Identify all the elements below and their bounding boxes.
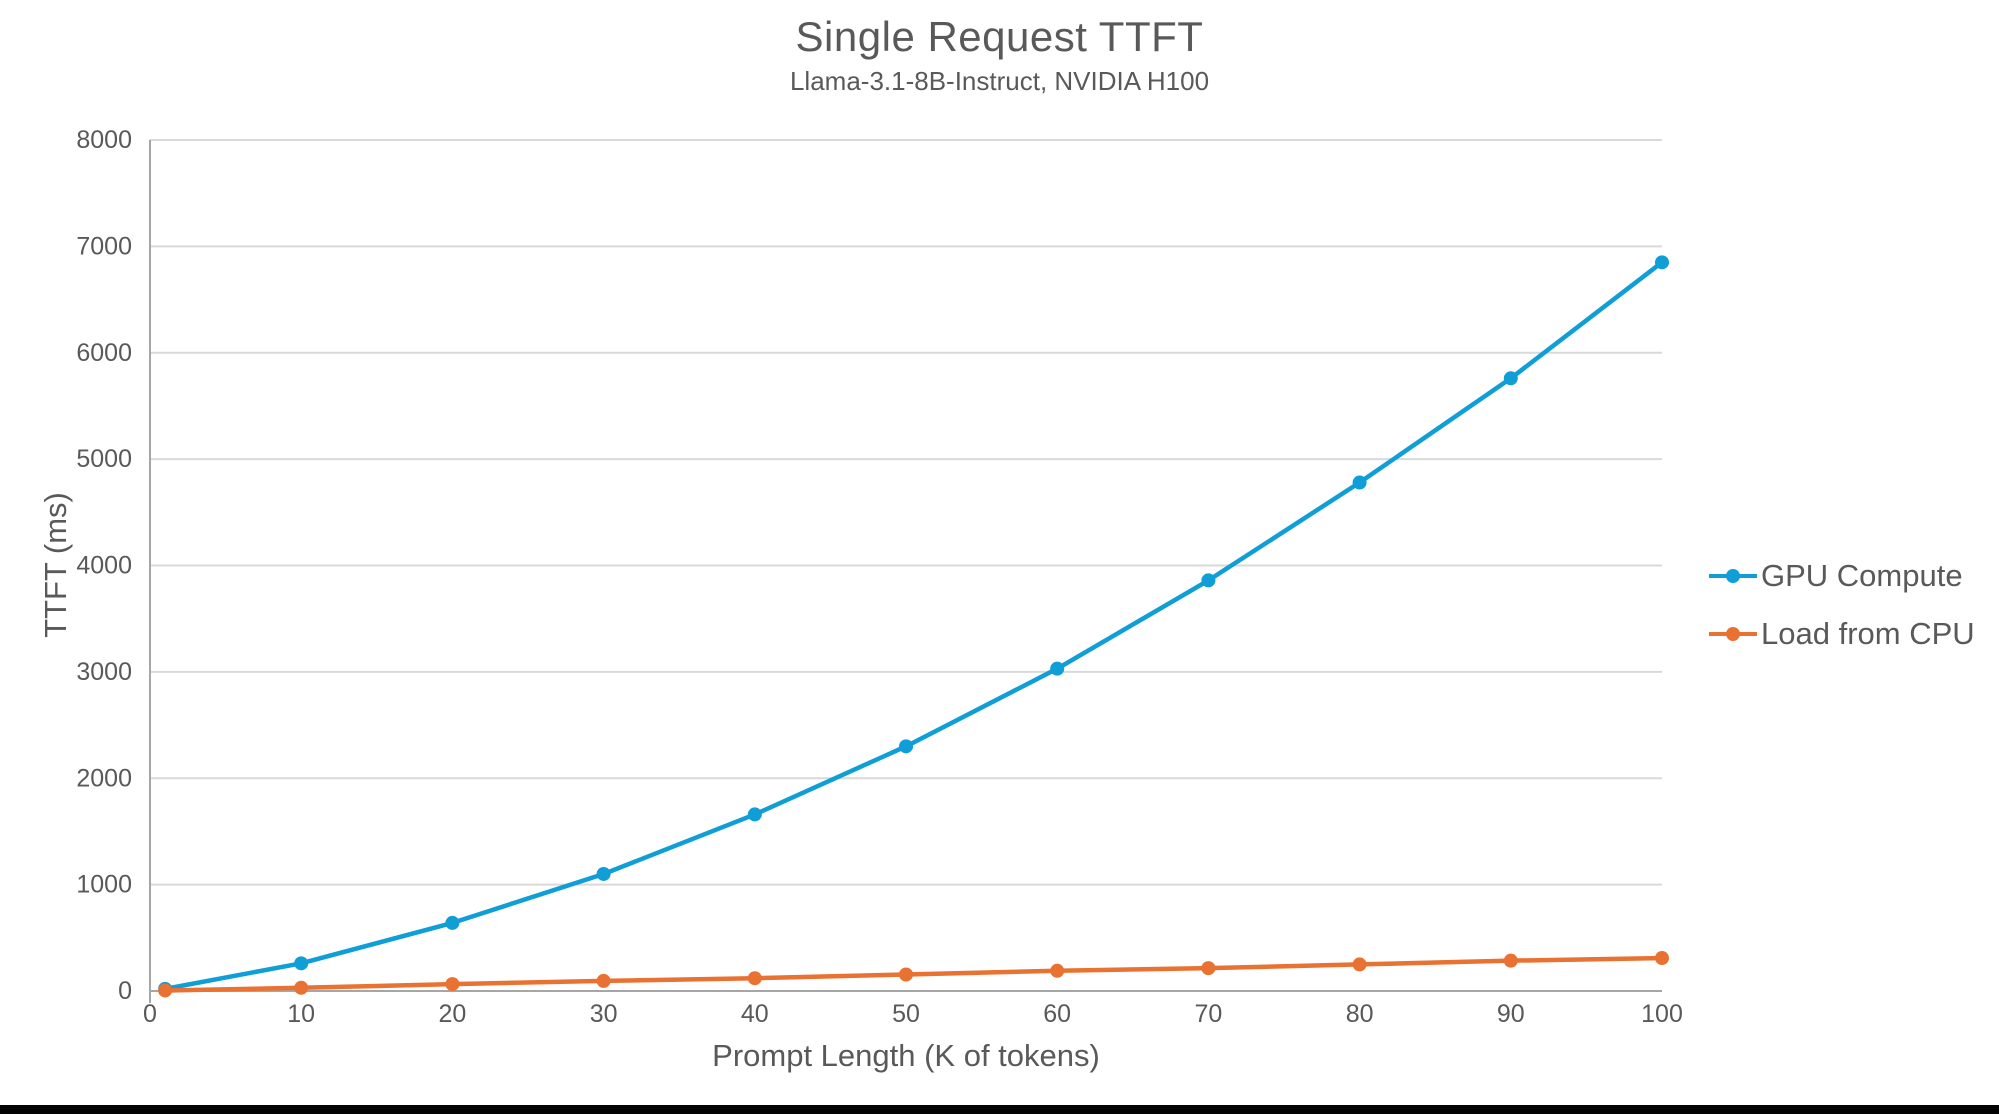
y-tick-label: 6000 bbox=[76, 339, 132, 367]
data-point-gpu-compute bbox=[1503, 371, 1518, 386]
data-point-load-from-cpu bbox=[1050, 963, 1065, 978]
data-point-load-from-cpu bbox=[1655, 951, 1669, 966]
y-tick-label: 4000 bbox=[76, 552, 132, 580]
chart-title: Single Request TTFT bbox=[795, 13, 1204, 60]
data-point-gpu-compute bbox=[596, 866, 611, 881]
x-tick-label: 0 bbox=[143, 1000, 157, 1028]
data-point-load-from-cpu bbox=[596, 973, 611, 988]
x-tick-label: 40 bbox=[741, 1000, 769, 1028]
y-axis-title: TTFT (ms) bbox=[38, 492, 73, 638]
x-tick-label: 50 bbox=[892, 1000, 920, 1028]
series-line-gpu-compute bbox=[162, 260, 1665, 992]
legend-item-gpu-compute: GPU Compute bbox=[1708, 553, 1975, 599]
x-tick-label: 30 bbox=[590, 1000, 618, 1028]
series-line-load-from-cpu bbox=[162, 955, 1665, 993]
data-point-gpu-compute bbox=[1352, 475, 1367, 490]
x-tick-label: 20 bbox=[438, 1000, 466, 1028]
line-marker-icon bbox=[1709, 627, 1757, 641]
data-point-load-from-cpu bbox=[294, 980, 309, 995]
y-tick-label: 1000 bbox=[76, 871, 132, 899]
chart-subtitle: Llama-3.1-8B-Instruct, NVIDIA H100 bbox=[789, 66, 1210, 96]
line-marker-icon bbox=[1709, 569, 1757, 583]
data-point-gpu-compute bbox=[899, 739, 913, 754]
y-tick-label: 2000 bbox=[76, 764, 132, 792]
data-point-load-from-cpu bbox=[747, 971, 762, 986]
data-point-gpu-compute bbox=[1050, 661, 1065, 676]
y-tick-label: 0 bbox=[118, 977, 132, 1005]
x-tick-label: 60 bbox=[1043, 1000, 1071, 1028]
legend-label: Load from CPU bbox=[1761, 616, 1975, 651]
data-point-load-from-cpu bbox=[1352, 957, 1367, 972]
legend-label: GPU Compute bbox=[1761, 558, 1963, 593]
legend-item-load-from-cpu: Load from CPU bbox=[1708, 611, 1975, 657]
data-point-load-from-cpu bbox=[1503, 953, 1518, 968]
y-tick-label: 7000 bbox=[76, 232, 132, 260]
data-point-load-from-cpu bbox=[899, 967, 913, 982]
data-point-gpu-compute bbox=[445, 915, 460, 930]
y-tick-label: 8000 bbox=[76, 126, 132, 154]
data-point-gpu-compute bbox=[1201, 573, 1216, 588]
x-tick-label: 10 bbox=[287, 1000, 315, 1028]
data-point-gpu-compute bbox=[747, 807, 762, 822]
bottom-border-bar bbox=[0, 1105, 1999, 1114]
y-tick-label: 3000 bbox=[76, 658, 132, 686]
x-tick-label: 100 bbox=[1641, 1000, 1683, 1028]
data-point-gpu-compute bbox=[1655, 255, 1669, 270]
x-tick-label: 70 bbox=[1194, 1000, 1222, 1028]
data-point-load-from-cpu bbox=[1201, 961, 1216, 976]
x-axis-title: Prompt Length (K of tokens) bbox=[712, 1038, 1100, 1073]
y-tick-label: 5000 bbox=[76, 445, 132, 473]
x-tick-label: 80 bbox=[1346, 1000, 1374, 1028]
data-point-load-from-cpu bbox=[158, 983, 173, 998]
data-point-load-from-cpu bbox=[445, 977, 460, 992]
x-tick-label: 90 bbox=[1497, 1000, 1525, 1028]
data-point-gpu-compute bbox=[294, 956, 309, 971]
legend: GPU Compute Load from CPU bbox=[1708, 553, 1975, 657]
